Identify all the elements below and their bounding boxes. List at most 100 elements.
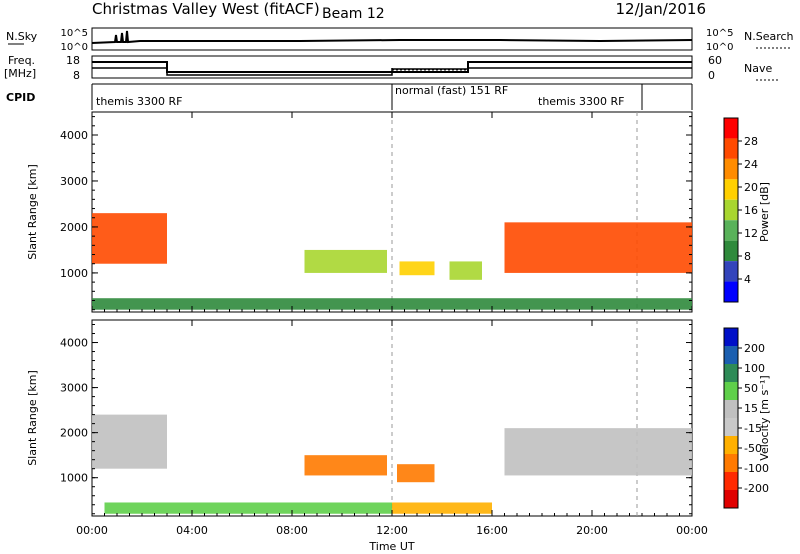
cpid-label: CPID bbox=[6, 91, 35, 104]
ytick-label-0: 1000 bbox=[60, 472, 88, 485]
velocity-colorbar-swatch-3 bbox=[724, 382, 738, 400]
velocity-region-0 bbox=[92, 414, 167, 469]
power-colorbar-swatch-7 bbox=[724, 261, 738, 282]
velocity-colorbar-label: Velocity [m s⁻¹] bbox=[758, 375, 771, 460]
nsearch-tick-top: 10^5 bbox=[706, 28, 733, 39]
x-axis-label: Time UT bbox=[368, 540, 414, 553]
power-colorbar-tick-0: 28 bbox=[744, 135, 758, 148]
power-marks bbox=[92, 112, 692, 312]
nave-tick-top: 60 bbox=[708, 54, 722, 67]
ytick-label-3: 4000 bbox=[60, 337, 88, 350]
ytick-label-1: 2000 bbox=[60, 427, 88, 440]
power-panel: 1000 2000 3000 4000 Slant Range [km] bbox=[26, 111, 693, 313]
velocity-colorbar-swatch-7 bbox=[724, 454, 738, 472]
xtick-label-0: 00:00 bbox=[76, 524, 108, 537]
ytick-label-2: 3000 bbox=[60, 382, 88, 395]
power-yticks: 1000 2000 3000 4000 bbox=[60, 116, 692, 311]
velocity-colorbar-tick-5: -50 bbox=[744, 442, 762, 455]
velocity-yticks: 1000 2000 3000 4000 bbox=[60, 324, 692, 515]
velocity-marks bbox=[92, 320, 692, 516]
ytick-label-0: 1000 bbox=[60, 267, 88, 280]
velocity-colorbar-tick-2: 50 bbox=[744, 382, 758, 395]
velocity-region-4 bbox=[104, 502, 392, 514]
xtick-label-4: 16:00 bbox=[476, 524, 508, 537]
power-colorbar-tick-2: 20 bbox=[744, 181, 758, 194]
velocity-colorbar-swatch-5 bbox=[724, 418, 738, 436]
velocity-colorbar-swatch-4 bbox=[724, 400, 738, 418]
velocity-colorbar-tick-4: -15 bbox=[744, 422, 762, 435]
power-region-5 bbox=[92, 298, 692, 310]
nsky-label: N.Sky bbox=[6, 30, 38, 43]
power-colorbar-swatch-6 bbox=[724, 240, 738, 262]
nsearch-label: N.Search bbox=[744, 30, 794, 43]
velocity-ylabel: Slant Range [km] bbox=[26, 370, 39, 466]
power-colorbar-tick-3: 16 bbox=[744, 204, 758, 217]
power-region-2 bbox=[399, 261, 435, 276]
cpid-panel: CPID themis 3300 RF normal (fast) 151 RF… bbox=[6, 83, 693, 110]
power-colorbar-swatch-3 bbox=[724, 179, 738, 200]
power-colorbar-label: Power [dB] bbox=[758, 182, 771, 242]
xtick-label-2: 08:00 bbox=[276, 524, 308, 537]
freq-tick-bottom: 8 bbox=[73, 69, 80, 82]
date-label: 12/Jan/2016 bbox=[616, 0, 707, 18]
ytick-label-1: 2000 bbox=[60, 221, 88, 234]
power-region-1 bbox=[304, 249, 387, 273]
velocity-colorbar-swatch-2 bbox=[724, 364, 738, 382]
freq-tick-top: 18 bbox=[66, 54, 80, 67]
power-colorbar-tick-6: 4 bbox=[744, 273, 751, 286]
power-colorbar-swatch-2 bbox=[724, 158, 738, 180]
velocity-colorbar-swatch-0 bbox=[724, 328, 738, 346]
power-colorbar-tick-5: 8 bbox=[744, 250, 751, 263]
nave-tick-bottom: 0 bbox=[708, 69, 715, 82]
xtick-label-5: 20:00 bbox=[576, 524, 608, 537]
power-colorbar-swatch-5 bbox=[724, 220, 738, 241]
cpid-segment-1: themis 3300 RF bbox=[96, 95, 183, 108]
power-region-4 bbox=[504, 222, 692, 273]
velocity-colorbar-tick-3: 15 bbox=[744, 402, 758, 415]
power-colorbar-swatch-8 bbox=[724, 281, 738, 302]
xtick-label-1: 04:00 bbox=[176, 524, 208, 537]
velocity-colorbar-tick-6: -100 bbox=[744, 462, 769, 475]
xtick-label-6: 00:00 bbox=[676, 524, 708, 537]
xtick-label-3: 12:00 bbox=[376, 524, 408, 537]
velocity-colorbar: 200 100 50 15 -15 -50 -100 -200 bbox=[723, 327, 769, 509]
plot-title: Christmas Valley West (fitACF) bbox=[92, 0, 320, 18]
velocity-region-3 bbox=[504, 428, 692, 476]
ytick-label-2: 3000 bbox=[60, 175, 88, 188]
nave-trace bbox=[92, 67, 692, 76]
ytick-label-3: 4000 bbox=[60, 129, 88, 142]
power-ylabel: Slant Range [km] bbox=[26, 164, 39, 260]
nsky-panel: N.Sky 10^5 10^0 10^5 10^0 N.Search bbox=[6, 27, 794, 53]
velocity-colorbar-tick-1: 100 bbox=[744, 362, 765, 375]
power-region-3 bbox=[449, 261, 482, 280]
nsky-tick-top: 10^5 bbox=[61, 28, 88, 39]
cpid-segment-3: themis 3300 RF bbox=[538, 95, 625, 108]
power-colorbar: 28 24 20 16 12 8 4 bbox=[723, 117, 758, 303]
freq-label: Freq. bbox=[8, 54, 35, 67]
velocity-panel: 1000 2000 3000 4000 Slant Range [km] bbox=[26, 319, 693, 517]
nsky-trace bbox=[91, 30, 693, 44]
velocity-colorbar-tick-0: 200 bbox=[744, 342, 765, 355]
power-colorbar-swatch-1 bbox=[724, 138, 738, 159]
nsearch-tick-bottom: 10^0 bbox=[706, 42, 733, 53]
beam-label: Beam 12 bbox=[322, 6, 385, 22]
power-colorbar-tick-1: 24 bbox=[744, 158, 758, 171]
power-colorbar-swatch-0 bbox=[724, 118, 738, 139]
freq-trace bbox=[92, 61, 692, 73]
freq-panel: Freq. [MHz] 18 8 60 0 Nave bbox=[4, 54, 780, 82]
x-axis: 00:00 04:00 08:00 12:00 16:00 20:00 00:00 bbox=[76, 112, 708, 537]
power-region-0 bbox=[92, 213, 167, 264]
velocity-colorbar-tick-7: -200 bbox=[744, 482, 769, 495]
velocity-region-5 bbox=[392, 502, 492, 514]
velocity-region-1 bbox=[304, 455, 387, 476]
cpid-segment-2: normal (fast) 151 RF bbox=[395, 84, 508, 97]
freq-unit: [MHz] bbox=[4, 67, 36, 80]
velocity-colorbar-swatch-6 bbox=[724, 436, 738, 454]
velocity-colorbar-swatch-8 bbox=[724, 472, 738, 490]
nsky-tick-bottom: 10^0 bbox=[61, 42, 88, 53]
velocity-colorbar-swatch-9 bbox=[724, 490, 738, 508]
power-colorbar-swatch-4 bbox=[724, 199, 738, 221]
nave-label: Nave bbox=[744, 62, 772, 75]
power-colorbar-tick-4: 12 bbox=[744, 227, 758, 240]
